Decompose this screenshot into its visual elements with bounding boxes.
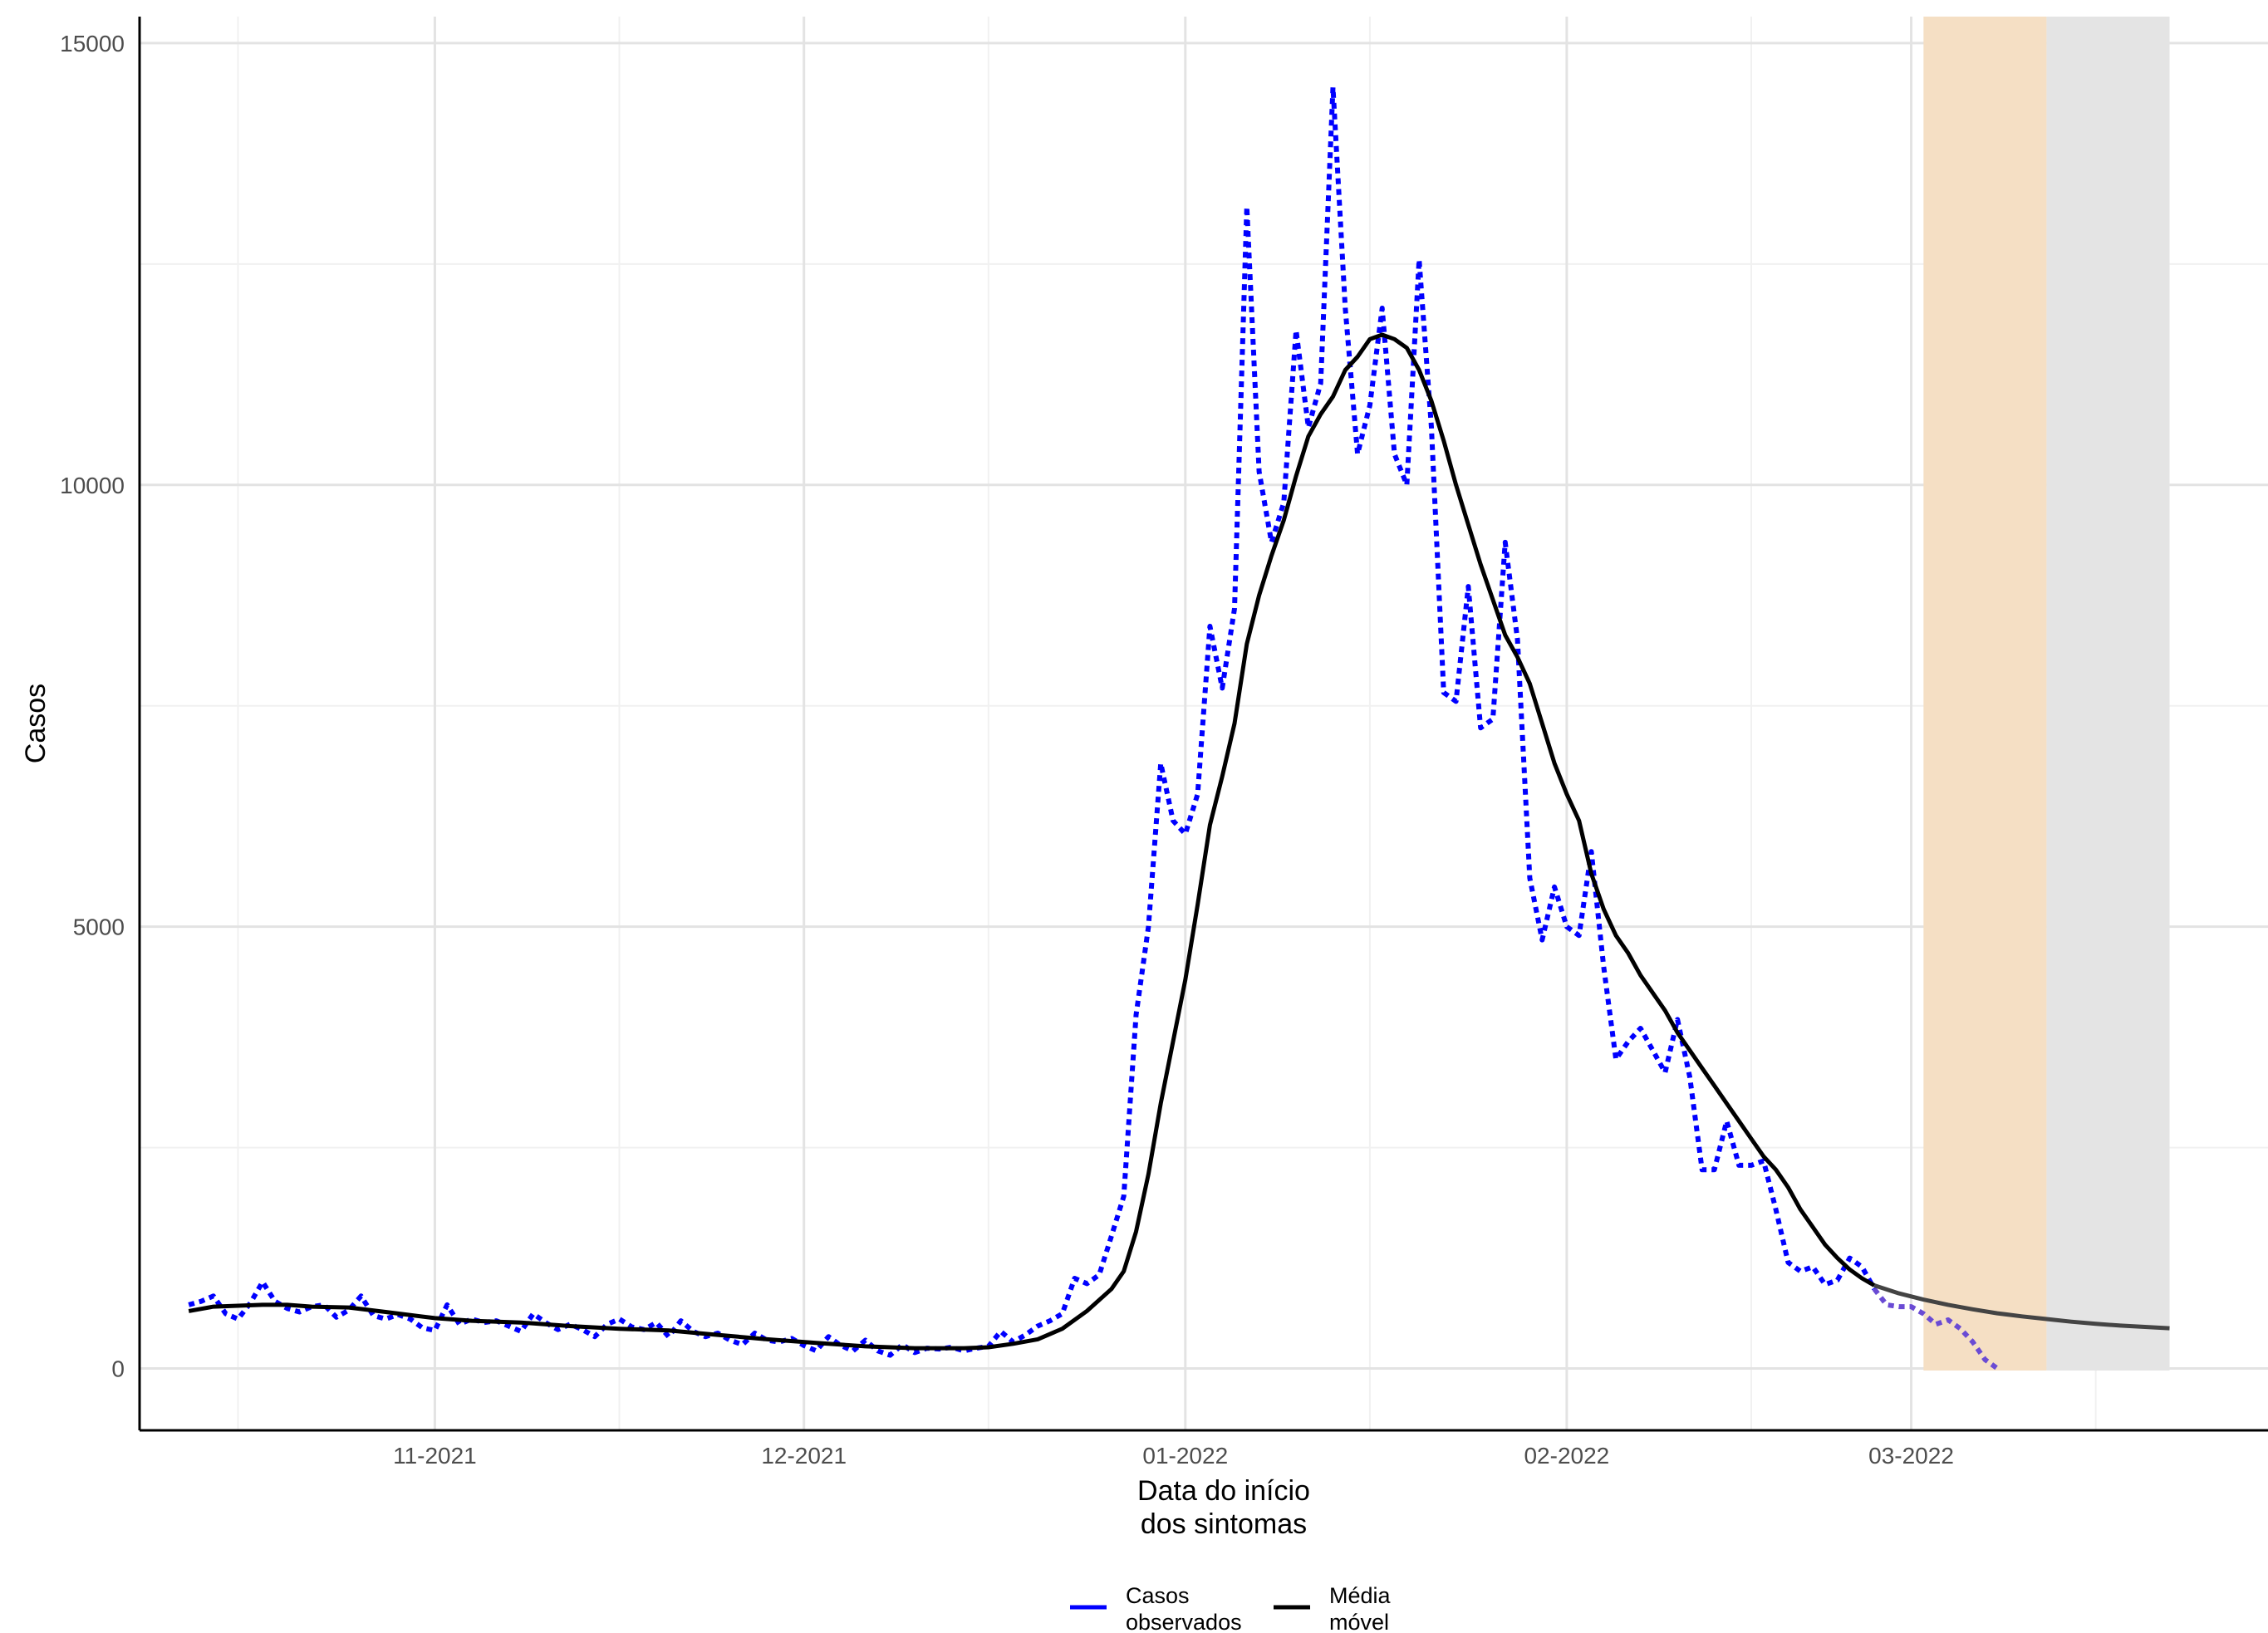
x-tick-label: 12-2021 bbox=[761, 1443, 847, 1469]
y-axis-title: Casos bbox=[20, 684, 52, 763]
x-tick-label: 11-2021 bbox=[393, 1443, 477, 1469]
y-tick-label: 10000 bbox=[60, 473, 125, 498]
x-tick-label: 01-2022 bbox=[1142, 1443, 1228, 1469]
series-lines bbox=[188, 85, 2170, 1371]
y-tick-label: 0 bbox=[111, 1356, 125, 1382]
x-tick-label: 02-2022 bbox=[1524, 1443, 1609, 1469]
shaded-region bbox=[2046, 17, 2170, 1371]
legend-label: Casos bbox=[1126, 1583, 1190, 1608]
y-tick-label: 5000 bbox=[73, 915, 125, 940]
x-axis-title: Data do início bbox=[1137, 1475, 1310, 1507]
tick-labels: 0 5000 10000 15000 11-2021 12-2021 01-2022 02-2… bbox=[60, 31, 1954, 1469]
legend-label: móvel bbox=[1329, 1610, 1389, 1633]
series-line bbox=[188, 85, 1877, 1358]
shaded-region bbox=[1923, 17, 2047, 1371]
y-tick-label: 15000 bbox=[60, 31, 125, 56]
grid bbox=[140, 17, 2268, 1430]
x-axis-title: dos sintomas bbox=[1141, 1508, 1307, 1540]
axes bbox=[138, 17, 2268, 1432]
legend-label: observados bbox=[1126, 1610, 1242, 1633]
series-line bbox=[1873, 1283, 2170, 1331]
x-tick-label: 03-2022 bbox=[1868, 1443, 1954, 1469]
legend-label: Média bbox=[1329, 1583, 1392, 1608]
series-line bbox=[188, 332, 1876, 1351]
